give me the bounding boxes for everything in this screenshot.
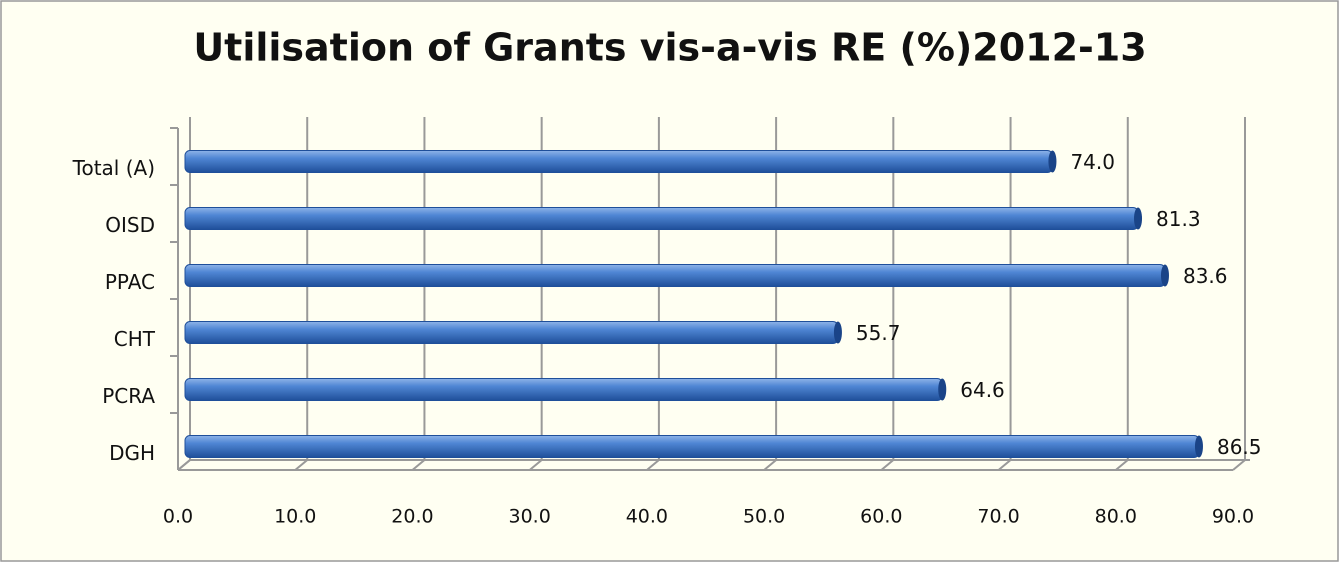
x-tick-label: 30.0 [509,506,551,528]
bar-end-cap [1134,207,1143,230]
bar [184,435,1200,458]
bar [184,207,1139,230]
bar [184,150,1053,173]
x-tick-label: 0.0 [163,506,193,528]
value-label: 55.7 [856,321,901,345]
bar [184,321,839,344]
x-tick-label: 60.0 [860,506,902,528]
x-tick-label: 50.0 [743,506,785,528]
grid-line [411,117,426,471]
bar [184,264,1166,287]
x-tick-label: 20.0 [391,506,433,528]
y-tick-label: CHT [114,327,156,351]
grid-line [529,117,543,471]
grid-line [880,117,895,471]
y-tick-label: DGH [109,441,155,465]
chart-title: Utilisation of Grants vis-a-vis RE (%)20… [193,26,1146,70]
value-label: 86.5 [1217,435,1262,459]
bar-end-cap [833,321,842,344]
grid-line [177,117,191,471]
grid-line [646,117,660,471]
bar-end-cap [938,378,947,401]
grid-line [763,117,778,471]
y-tick-label: PPAC [105,270,155,294]
bar-end-cap [1194,435,1203,458]
grid-line [294,117,309,471]
value-label: 64.6 [960,378,1005,402]
grid-line [1232,117,1246,471]
bar-end-cap [1048,150,1057,173]
x-tick-label: 80.0 [1095,506,1137,528]
grid-line [1115,117,1129,471]
bar-end-cap [1160,264,1169,287]
x-tick-label: 90.0 [1212,506,1254,528]
y-tick-label: PCRA [102,384,155,408]
bar [184,378,943,401]
value-label: 81.3 [1156,207,1201,231]
value-label: 74.0 [1070,150,1115,174]
x-tick-label: 10.0 [274,506,316,528]
x-tick-label: 40.0 [626,506,668,528]
y-tick-label: Total (A) [72,156,155,180]
value-label: 83.6 [1183,264,1228,288]
x-tick-label: 70.0 [977,506,1019,528]
y-tick-label: OISD [105,213,155,237]
grid-line [997,117,1012,471]
